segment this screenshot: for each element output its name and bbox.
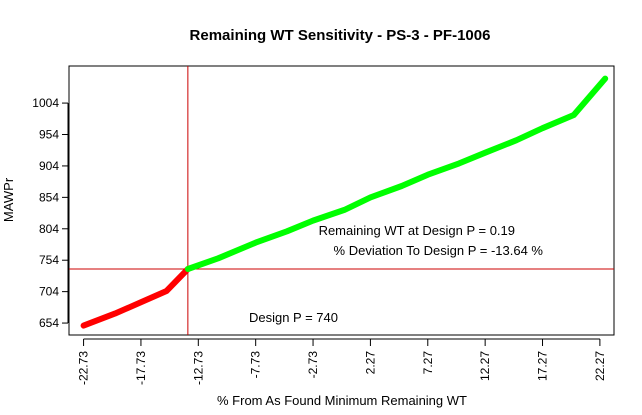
annotation-design-p: Design P = 740	[249, 310, 338, 325]
x-tick-label: 22.27	[593, 351, 607, 381]
x-tick-label: 17.27	[536, 351, 550, 381]
x-tick-label: 12.27	[478, 351, 492, 381]
x-tick-label: -2.73	[306, 351, 320, 379]
annotation-remaining-wt: Remaining WT at Design P = 0.19	[319, 223, 515, 238]
x-tick-label: -22.73	[77, 351, 91, 385]
plot-frame	[68, 65, 615, 336]
y-tick-label: 804	[39, 222, 59, 236]
y-tick-label: 1004	[32, 96, 59, 110]
y-axis-label: MAWPr	[1, 177, 16, 222]
y-tick-label: 704	[39, 285, 59, 299]
y-axis: 654 704 754 804 854 904 954 1004	[32, 96, 69, 330]
x-tick-label: -7.73	[249, 351, 263, 379]
series-line-0	[80, 266, 191, 329]
x-axis-label: % From As Found Minimum Remaining WT	[217, 393, 467, 408]
y-tick-label: 754	[39, 253, 59, 267]
annotation-deviation: % Deviation To Design P = -13.64 %	[334, 243, 544, 258]
series-line-1	[184, 75, 609, 272]
y-tick-label: 854	[39, 190, 59, 204]
plot-area	[68, 65, 615, 336]
x-tick-label: -17.73	[134, 351, 148, 385]
chart-title: Remaining WT Sensitivity - PS-3 - PF-100…	[190, 27, 491, 44]
series-layer	[80, 75, 609, 329]
y-tick-label: 904	[39, 159, 59, 173]
y-tick-label: 954	[39, 128, 59, 142]
x-tick-label: -12.73	[191, 351, 205, 385]
y-tick-label: 654	[39, 316, 59, 330]
x-tick-label: 2.27	[363, 351, 377, 375]
x-tick-label: 7.27	[421, 351, 435, 375]
x-axis: -22.73 -17.73 -12.73 -7.73 -2.73 2.27 7.27 12.2…	[77, 338, 607, 385]
